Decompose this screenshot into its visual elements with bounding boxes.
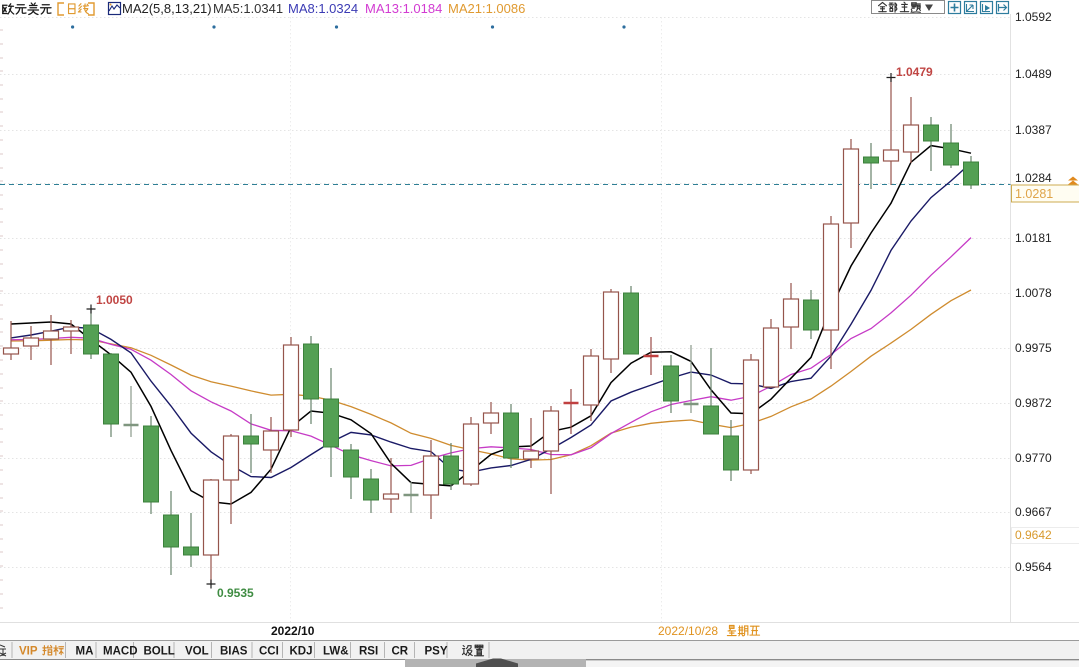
svg-text:0.9642: 0.9642 xyxy=(1015,528,1052,542)
svg-text:0.9667: 0.9667 xyxy=(1015,505,1052,519)
svg-text:1.0050: 1.0050 xyxy=(96,293,133,307)
svg-text:0.9770: 0.9770 xyxy=(1015,451,1052,465)
svg-text:LW&: LW& xyxy=(323,646,349,658)
svg-text:1.0281: 1.0281 xyxy=(1015,187,1053,201)
svg-text:KDJ: KDJ xyxy=(290,646,313,658)
svg-text:CCI: CCI xyxy=(259,646,279,658)
svg-text:1.0284: 1.0284 xyxy=(1015,171,1052,185)
svg-text:0.9975: 0.9975 xyxy=(1015,341,1052,355)
svg-text:VOL: VOL xyxy=(185,646,209,658)
svg-text:RSI: RSI xyxy=(359,646,378,658)
svg-text:MACD: MACD xyxy=(103,646,138,658)
svg-text:CR: CR xyxy=(392,646,409,658)
svg-text:MA21:1.0086: MA21:1.0086 xyxy=(448,1,525,16)
svg-text:0.9872: 0.9872 xyxy=(1015,396,1052,410)
svg-text:2022/10: 2022/10 xyxy=(271,624,315,638)
svg-text:BOLL: BOLL xyxy=(144,646,175,658)
svg-text:VIP: VIP xyxy=(19,646,38,658)
svg-text:1.0078: 1.0078 xyxy=(1015,286,1052,300)
svg-text:1.0592: 1.0592 xyxy=(1015,10,1052,24)
svg-text:1.0489: 1.0489 xyxy=(1015,67,1052,81)
svg-text:1.0479: 1.0479 xyxy=(896,65,933,79)
svg-text:MA8:1.0324: MA8:1.0324 xyxy=(288,1,358,16)
svg-text:PSY: PSY xyxy=(425,646,448,658)
svg-text:MA5:1.0341: MA5:1.0341 xyxy=(213,1,283,16)
svg-text:MA13:1.0184: MA13:1.0184 xyxy=(365,1,442,16)
svg-text:0.9535: 0.9535 xyxy=(217,586,254,600)
svg-text:MA: MA xyxy=(76,646,94,658)
svg-text:0.9564: 0.9564 xyxy=(1015,560,1052,574)
svg-text:BIAS: BIAS xyxy=(220,646,248,658)
svg-text:MA2(5,8,13,21): MA2(5,8,13,21) xyxy=(122,1,212,16)
svg-text:1.0181: 1.0181 xyxy=(1015,231,1052,245)
svg-text:1.0387: 1.0387 xyxy=(1015,123,1052,137)
svg-text:2022/10/28: 2022/10/28 xyxy=(658,624,718,638)
